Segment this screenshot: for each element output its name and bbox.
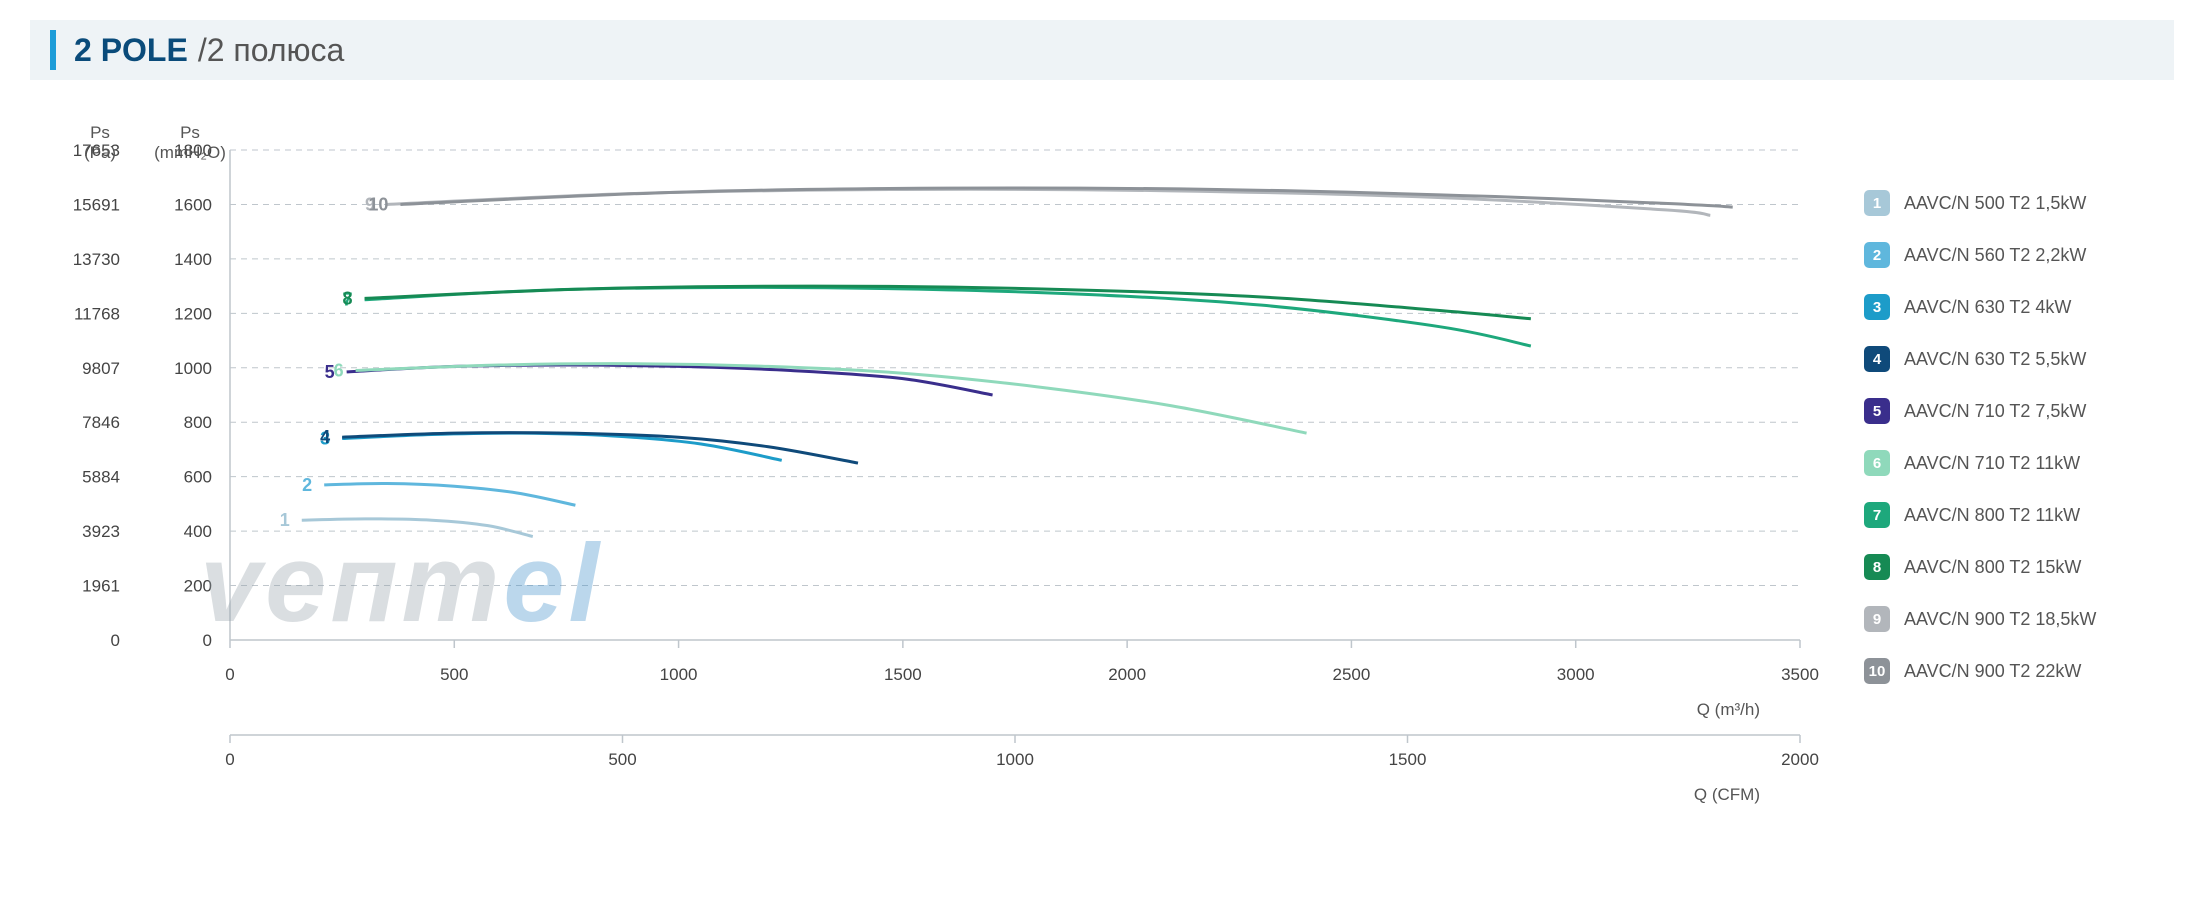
svg-text:1000: 1000 [174, 359, 212, 378]
svg-text:(mmH₂O): (mmH₂O) [154, 143, 226, 162]
legend-badge: 7 [1864, 502, 1890, 528]
legend-badge: 2 [1864, 242, 1890, 268]
svg-text:3000: 3000 [1557, 665, 1595, 684]
svg-text:1000: 1000 [996, 750, 1034, 769]
legend-item-7: 7 AAVC/N 800 T2 11kW [1864, 502, 2144, 528]
legend-label: AAVC/N 710 T2 11kW [1904, 453, 2080, 474]
svg-text:1400: 1400 [174, 250, 212, 269]
legend-label: AAVC/N 900 T2 18,5kW [1904, 609, 2096, 630]
legend-label: AAVC/N 710 T2 7,5kW [1904, 401, 2086, 422]
legend-label: AAVC/N 630 T2 4kW [1904, 297, 2071, 318]
svg-text:2500: 2500 [1333, 665, 1371, 684]
legend-badge: 4 [1864, 346, 1890, 372]
legend-item-3: 3 AAVC/N 630 T2 4kW [1864, 294, 2144, 320]
svg-text:400: 400 [184, 522, 212, 541]
legend-label: AAVC/N 800 T2 15kW [1904, 557, 2081, 578]
legend-badge: 5 [1864, 398, 1890, 424]
svg-text:8: 8 [343, 288, 353, 308]
svg-text:2000: 2000 [1108, 665, 1146, 684]
legend-label: AAVC/N 500 T2 1,5kW [1904, 193, 2086, 214]
svg-text:7846: 7846 [82, 413, 120, 432]
legend-item-4: 4 AAVC/N 630 T2 5,5kW [1864, 346, 2144, 372]
svg-text:500: 500 [440, 665, 468, 684]
svg-text:2000: 2000 [1781, 750, 1819, 769]
chart-area: 0020019614003923600588480078461000980712… [50, 110, 1900, 890]
legend-badge: 8 [1864, 554, 1890, 580]
svg-text:Ps: Ps [90, 123, 110, 142]
svg-text:1000: 1000 [660, 665, 698, 684]
legend-label: AAVC/N 630 T2 5,5kW [1904, 349, 2086, 370]
legend-item-2: 2 AAVC/N 560 T2 2,2kW [1864, 242, 2144, 268]
svg-text:600: 600 [184, 468, 212, 487]
svg-text:1200: 1200 [174, 304, 212, 323]
svg-text:Q (m³/h): Q (m³/h) [1697, 700, 1760, 719]
legend-label: AAVC/N 900 T2 22kW [1904, 661, 2081, 682]
svg-text:2: 2 [302, 475, 312, 495]
svg-text:0: 0 [203, 631, 212, 650]
svg-text:Ps: Ps [180, 123, 200, 142]
svg-text:9807: 9807 [82, 359, 120, 378]
legend: 1 AAVC/N 500 T2 1,5kW 2 AAVC/N 560 T2 2,2kW… [1864, 190, 2144, 710]
svg-text:4: 4 [320, 427, 330, 447]
legend-badge: 1 [1864, 190, 1890, 216]
legend-item-10: 10 AAVC/N 900 T2 22kW [1864, 658, 2144, 684]
svg-text:10: 10 [368, 194, 388, 214]
svg-text:(Pa): (Pa) [84, 143, 116, 162]
svg-text:5884: 5884 [82, 468, 120, 487]
svg-text:1600: 1600 [174, 195, 212, 214]
svg-text:800: 800 [184, 413, 212, 432]
legend-badge: 3 [1864, 294, 1890, 320]
svg-text:15691: 15691 [73, 195, 120, 214]
legend-item-1: 1 AAVC/N 500 T2 1,5kW [1864, 190, 2144, 216]
legend-badge: 10 [1864, 658, 1890, 684]
legend-item-9: 9 AAVC/N 900 T2 18,5kW [1864, 606, 2144, 632]
legend-item-5: 5 AAVC/N 710 T2 7,5kW [1864, 398, 2144, 424]
svg-text:Q (CFM): Q (CFM) [1694, 785, 1760, 804]
svg-text:3923: 3923 [82, 522, 120, 541]
svg-text:0: 0 [225, 665, 234, 684]
legend-badge: 6 [1864, 450, 1890, 476]
title-part1: 2 POLE [74, 32, 188, 69]
performance-chart: 0020019614003923600588480078461000980712… [50, 110, 1900, 890]
legend-item-6: 6 AAVC/N 710 T2 11kW [1864, 450, 2144, 476]
legend-label: AAVC/N 560 T2 2,2kW [1904, 245, 2086, 266]
title-sep: / [198, 32, 207, 69]
legend-badge: 9 [1864, 606, 1890, 632]
svg-text:13730: 13730 [73, 250, 120, 269]
legend-label: AAVC/N 800 T2 11kW [1904, 505, 2080, 526]
svg-text:11768: 11768 [74, 304, 120, 323]
svg-text:1500: 1500 [1389, 750, 1427, 769]
svg-text:1500: 1500 [884, 665, 922, 684]
svg-text:200: 200 [184, 577, 212, 596]
svg-text:0: 0 [111, 631, 120, 650]
svg-text:0: 0 [225, 750, 234, 769]
title-bar: 2 POLE / 2 полюса [30, 20, 2174, 80]
title-part2: 2 полюса [207, 32, 345, 69]
svg-text:3500: 3500 [1781, 665, 1819, 684]
title-accent [50, 30, 56, 70]
svg-text:1961: 1961 [82, 577, 120, 596]
svg-text:500: 500 [608, 750, 636, 769]
legend-item-8: 8 AAVC/N 800 T2 15kW [1864, 554, 2144, 580]
svg-text:1: 1 [280, 510, 290, 530]
svg-text:6: 6 [334, 361, 344, 381]
